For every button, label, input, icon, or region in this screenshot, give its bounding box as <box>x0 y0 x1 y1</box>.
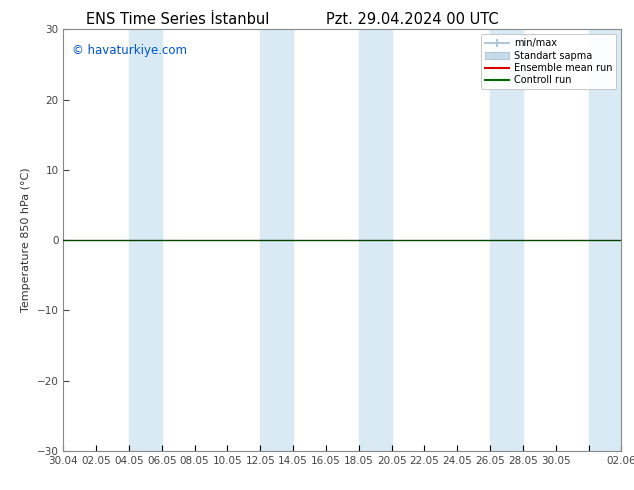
Bar <box>490 29 523 451</box>
Y-axis label: Temperature 850 hPa (°C): Temperature 850 hPa (°C) <box>21 168 31 313</box>
Legend: min/max, Standart sapma, Ensemble mean run, Controll run: min/max, Standart sapma, Ensemble mean r… <box>481 34 616 89</box>
Text: ENS Time Series İstanbul: ENS Time Series İstanbul <box>86 12 269 27</box>
Bar <box>359 29 392 451</box>
Bar <box>261 29 293 451</box>
Bar <box>129 29 162 451</box>
Text: Pzt. 29.04.2024 00 UTC: Pzt. 29.04.2024 00 UTC <box>326 12 498 27</box>
Text: © havaturkiye.com: © havaturkiye.com <box>72 44 187 57</box>
Bar <box>588 29 621 451</box>
